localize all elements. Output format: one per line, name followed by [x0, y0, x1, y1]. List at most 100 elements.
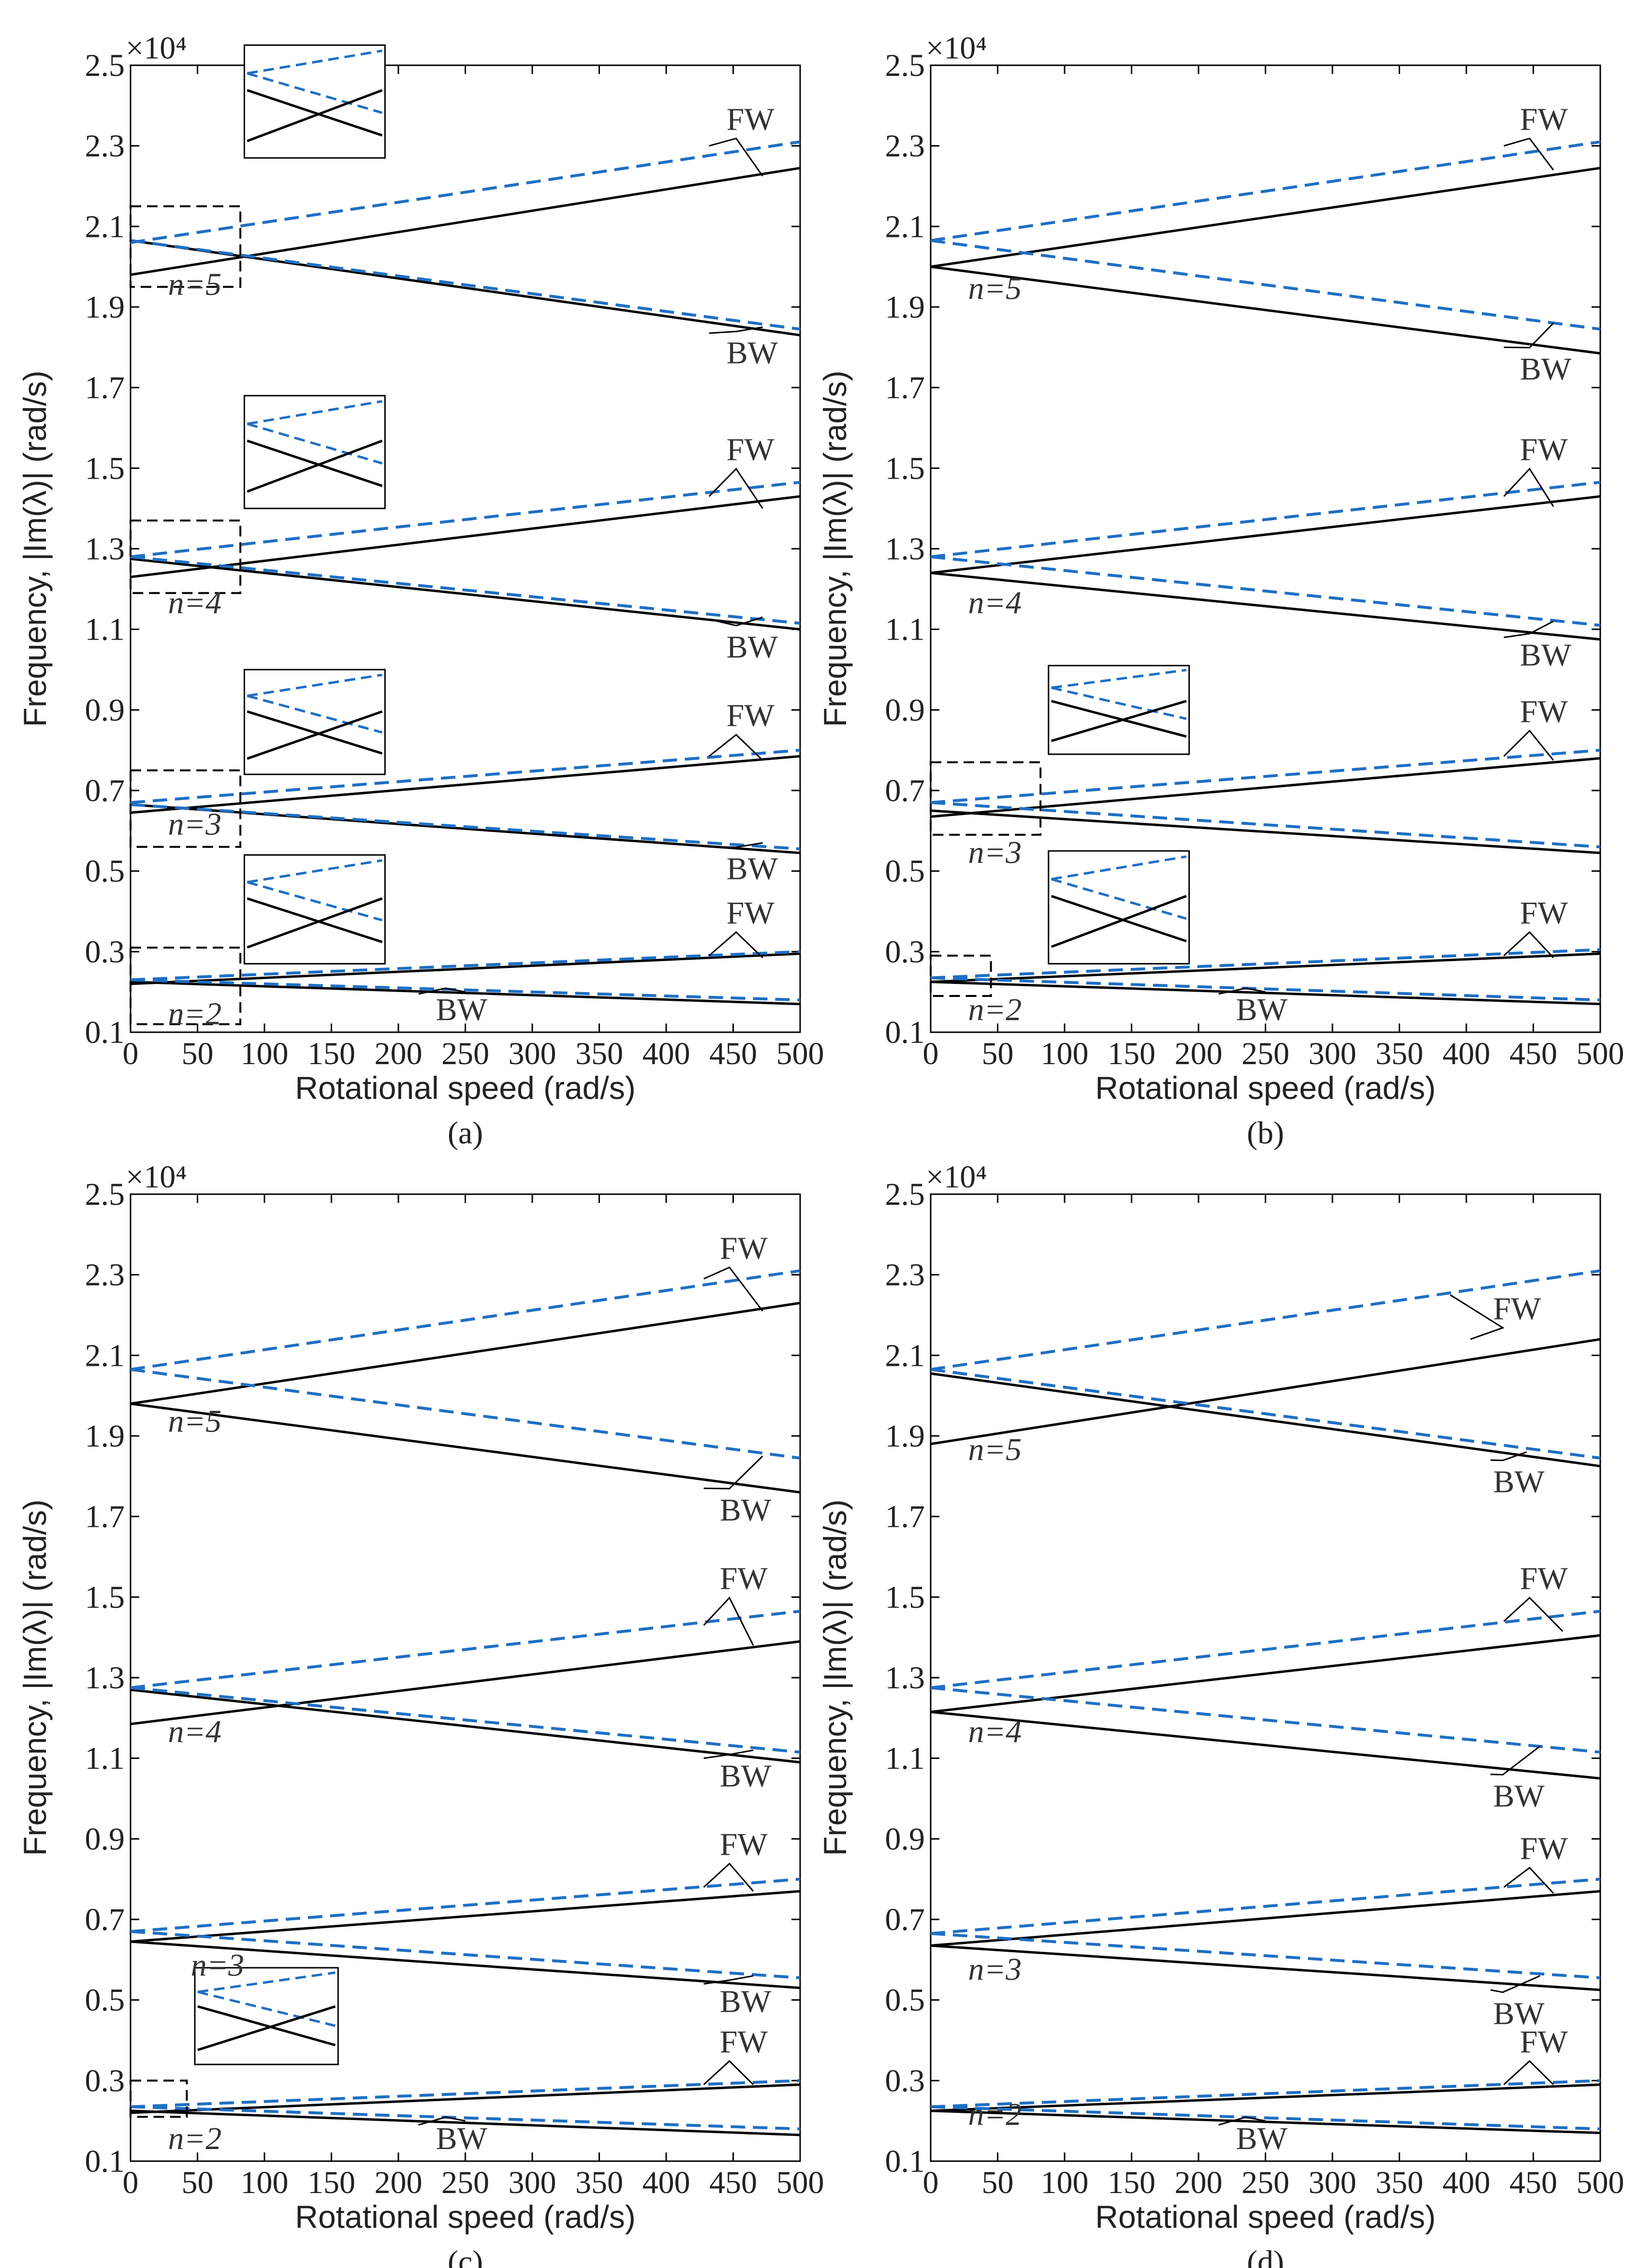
- x-tick-label: 300: [509, 1036, 556, 1071]
- annotation-label: FW: [720, 1561, 768, 1596]
- y-tick-label: 1.1: [885, 612, 925, 647]
- series-line-solid: [931, 2109, 1600, 2135]
- series-line-dashed: [131, 748, 800, 804]
- annotation-label: FW: [1520, 1831, 1568, 1866]
- inset-line: [247, 400, 382, 425]
- annotation-label: FW: [1520, 1561, 1568, 1596]
- wave-annotation: BW: [703, 1749, 772, 1794]
- y-tick-label: 2.3: [885, 1258, 925, 1293]
- annotation-label: BW: [1493, 1996, 1545, 2032]
- annotation-label: FW: [727, 102, 775, 137]
- x-tick-label: 250: [441, 1036, 489, 1071]
- x-tick-label: 50: [982, 1036, 1014, 1071]
- annotation-label: FW: [727, 698, 775, 733]
- y-tick-label: 2.1: [85, 209, 125, 244]
- y-tick-label: 0.7: [885, 1902, 925, 1937]
- series-line-dashed: [931, 1877, 1600, 1935]
- y-tick-label: 2.5: [85, 48, 125, 83]
- mode-label: n=4: [168, 1714, 222, 1749]
- mode-label: n=3: [168, 807, 222, 842]
- inset-line: [197, 2005, 336, 2047]
- x-axis-label: Rotational speed (rad/s): [295, 1070, 635, 1106]
- annotation-leader: [703, 1749, 754, 1759]
- x-tick-label: 200: [375, 2165, 423, 2200]
- y-tick-label: 2.3: [85, 129, 125, 164]
- x-tick-label: 150: [1108, 1036, 1155, 1071]
- y-tick-label: 2.5: [885, 1177, 925, 1212]
- inset-line: [197, 1971, 336, 1993]
- annotation-leader: [1490, 1975, 1540, 1993]
- annotation-label: FW: [727, 895, 775, 931]
- annotation-label: FW: [720, 1230, 768, 1266]
- series-line-solid: [931, 809, 1600, 854]
- inset-frame: [243, 669, 386, 776]
- series-line-solid: [131, 1402, 800, 1494]
- series-line-solid: [131, 1940, 800, 1990]
- zoom-box: [930, 761, 1042, 836]
- inset-line: [247, 694, 383, 734]
- zoom-box: [130, 519, 242, 594]
- annotation-leader: [1449, 1294, 1505, 1340]
- mode-label: n=4: [168, 585, 222, 620]
- y-tick-label: 1.5: [85, 1580, 125, 1615]
- y-tick-label: 1.3: [885, 531, 925, 567]
- series-line-dashed: [931, 801, 1600, 849]
- y-tick-label: 0.5: [85, 854, 125, 889]
- x-tick-label: 450: [1509, 2165, 1557, 2200]
- y-tick-label: 1.7: [85, 1499, 125, 1535]
- y-tick-label: 2.1: [885, 209, 925, 244]
- panel-c: 0 50 100 150 200 250 300 350 400 450 500 0.1 0.3 0.5 0…: [17, 1159, 824, 2268]
- inset: [243, 669, 386, 776]
- y-tick-label: 0.3: [885, 934, 925, 969]
- series-line-dashed: [131, 2079, 800, 2108]
- x-tick-label: 400: [643, 2165, 690, 2200]
- mode-label: n=2: [968, 2097, 1022, 2132]
- series-line-dashed: [931, 1269, 1600, 1371]
- mode-label: n=4: [968, 585, 1022, 620]
- zoom-box: [130, 2079, 188, 2118]
- plot-frame: [130, 64, 801, 1033]
- series-line-solid: [131, 755, 800, 814]
- series-line-solid: [931, 1711, 1600, 1780]
- annotation-label: FW: [1520, 2024, 1568, 2060]
- y-tick-label: 2.1: [885, 1338, 925, 1373]
- wave-annotation: BW: [1218, 2116, 1288, 2156]
- wave-annotation: BW: [703, 1975, 772, 2019]
- x-tick-label: 0: [923, 2165, 939, 2200]
- annotation-leader: [703, 1266, 763, 1312]
- wave-annotation: FW: [1503, 1831, 1568, 1894]
- inset-line: [247, 439, 383, 493]
- mode-label: n=5: [968, 1432, 1022, 1467]
- series-line-dashed: [931, 555, 1600, 627]
- series-line-dashed: [131, 978, 800, 1002]
- series-line-dashed: [131, 1610, 800, 1689]
- annotation-label: BW: [720, 1758, 772, 1794]
- wave-annotation: FW: [708, 895, 775, 958]
- panel-caption: (c): [448, 2244, 483, 2268]
- series-line-dashed: [931, 239, 1600, 331]
- series-line-dashed: [931, 2105, 1600, 2131]
- annotation-label: BW: [1493, 1779, 1545, 1814]
- wave-annotation: BW: [1490, 1975, 1545, 2032]
- wave-annotation: FW: [708, 432, 775, 509]
- x-tick-label: 150: [307, 2165, 355, 2200]
- y-tick-label: 1.5: [85, 451, 125, 486]
- series-line-solid: [131, 2109, 800, 2136]
- x-tick-label: 350: [1375, 1036, 1423, 1071]
- annotation-label: BW: [720, 1984, 772, 2019]
- annotation-leader: [1504, 137, 1554, 171]
- annotation-leader: [1503, 1596, 1564, 1632]
- x-axis-label: Rotational speed (rad/s): [1095, 2199, 1435, 2235]
- y-tick-label: 2.5: [85, 1177, 125, 1212]
- y-tick-label: 1.7: [885, 370, 925, 406]
- series-line-dashed: [931, 1610, 1600, 1689]
- series-group: [931, 140, 1600, 1006]
- y-tick-label: 0.9: [885, 1821, 925, 1857]
- wave-annotation: FW: [703, 1230, 768, 1312]
- x-tick-label: 100: [1041, 2165, 1089, 2200]
- series-line-solid: [131, 557, 800, 631]
- x-axis-label: Rotational speed (rad/s): [295, 2199, 635, 2235]
- wave-annotation: BW: [418, 2116, 488, 2156]
- annotation-label: BW: [720, 1492, 772, 1528]
- mode-label: n=3: [968, 835, 1022, 870]
